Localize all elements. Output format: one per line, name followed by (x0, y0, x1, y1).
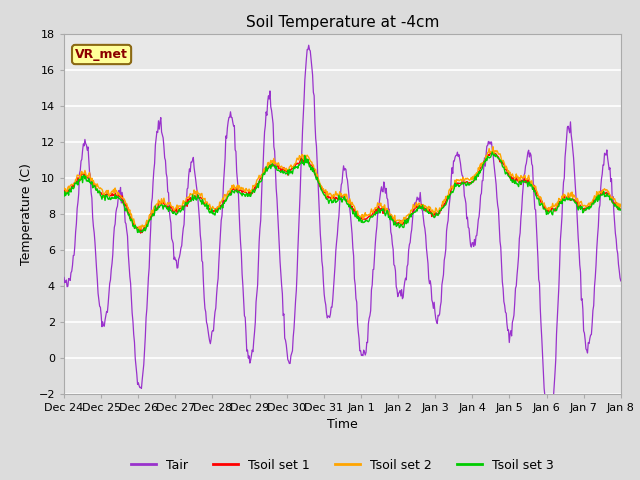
X-axis label: Time: Time (327, 418, 358, 431)
Text: VR_met: VR_met (75, 48, 128, 61)
Legend: Tair, Tsoil set 1, Tsoil set 2, Tsoil set 3: Tair, Tsoil set 1, Tsoil set 2, Tsoil se… (126, 454, 559, 477)
Title: Soil Temperature at -4cm: Soil Temperature at -4cm (246, 15, 439, 30)
Y-axis label: Temperature (C): Temperature (C) (20, 163, 33, 264)
